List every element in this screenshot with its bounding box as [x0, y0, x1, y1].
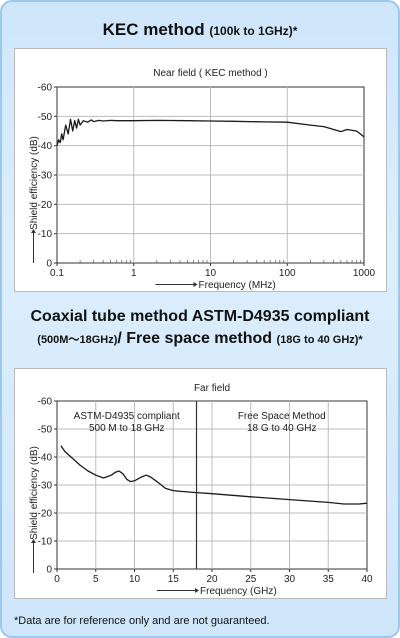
kec-title-main: KEC method	[102, 20, 205, 39]
x-axis-arrowhead	[195, 588, 199, 593]
chart-title: Far field	[194, 383, 230, 394]
y-tick-label: -50	[38, 112, 53, 123]
kec-chart: 0.1 1 10 100 1000 0 -10 -20 -30 -40 -50 -60 Near fie…	[29, 68, 376, 291]
x-tick-label: 100	[279, 268, 296, 279]
x-tick-label: 40	[361, 574, 373, 585]
y-tick-label: -30	[38, 171, 53, 182]
y-tick-label: -10	[38, 537, 53, 548]
y-tick-label: -40	[38, 141, 53, 152]
x-tick-label: 30	[284, 574, 296, 585]
free-space-title: (500M～18GHz)/ Free space method (18G to …	[0, 330, 400, 348]
free-space-title-main: / Free space method	[117, 330, 273, 347]
y-tick-label: -60	[38, 83, 53, 94]
far-field-chart: 0 5 10 15 20 25 30 35 40 0 -10 -20 -30 -40 -50 -60 Far f…	[29, 383, 373, 597]
coaxial-title: Coaxial tube method ASTM-D4935 compliant	[30, 308, 370, 325]
x-axis-arrowhead	[193, 282, 198, 287]
series-line	[60, 445, 368, 505]
astm-annotation-range: 500 M to 18 GHz	[89, 423, 165, 434]
x-tick-label: 25	[245, 574, 257, 585]
x-tick-label: 15	[168, 574, 180, 585]
x-tick-label: 35	[323, 574, 335, 585]
free-space-range: (18G to 40 GHz)*	[276, 334, 363, 346]
x-tick-label: 0	[54, 574, 60, 585]
coaxial-range: (500M～18GHz)	[37, 334, 118, 346]
y-tick-label: 0	[46, 259, 52, 270]
x-tick-label: 1000	[353, 268, 376, 279]
y-axis-arrowhead	[31, 539, 36, 543]
y-tick-label: -10	[38, 229, 53, 240]
footnote: *Data are for reference only and are not…	[14, 615, 270, 627]
y-axis-label: Shield efficiency (dB)	[29, 446, 40, 540]
x-axis-label: Frequency (GHz)	[200, 586, 277, 597]
x-tick-label: 5	[93, 574, 99, 585]
y-axis-label: Shield efficiency (dB)	[29, 136, 40, 230]
far-field-chart-panel: 0 5 10 15 20 25 30 35 40 0 -10 -20 -30 -40 -50 -60 Far f…	[14, 368, 387, 599]
x-tick-label: 10	[129, 574, 141, 585]
y-tick-label: -20	[38, 200, 53, 211]
x-tick-label: 20	[206, 574, 218, 585]
kec-chart-panel: 0.1 1 10 100 1000 0 -10 -20 -30 -40 -50 -60 Near fie…	[14, 48, 387, 292]
x-tick-label: 10	[205, 268, 217, 279]
series-line	[56, 118, 365, 146]
y-tick-label: -40	[38, 453, 53, 464]
astm-annotation-title: ASTM-D4935 compliant	[74, 411, 180, 422]
y-axis-arrowhead	[31, 229, 36, 233]
chart-title: Near field ( KEC method )	[153, 68, 268, 79]
x-tick-label: 1	[131, 268, 137, 279]
kec-title-sub: (100k to 1GHz)*	[209, 24, 298, 38]
free-space-annotation-title: Free Space Method	[238, 411, 326, 422]
kec-title: KEC method (100k to 1GHz)*	[0, 20, 400, 40]
y-tick-label: -20	[38, 509, 53, 520]
x-axis-label: Frequency (MHz)	[199, 280, 276, 291]
y-tick-label: -30	[38, 481, 53, 492]
y-tick-label: -60	[38, 397, 53, 408]
x-tick-label: 0.1	[50, 268, 64, 279]
y-tick-label: 0	[46, 565, 52, 576]
free-space-annotation-range: 18 G to 40 GHz	[247, 423, 316, 434]
y-tick-label: -50	[38, 425, 53, 436]
